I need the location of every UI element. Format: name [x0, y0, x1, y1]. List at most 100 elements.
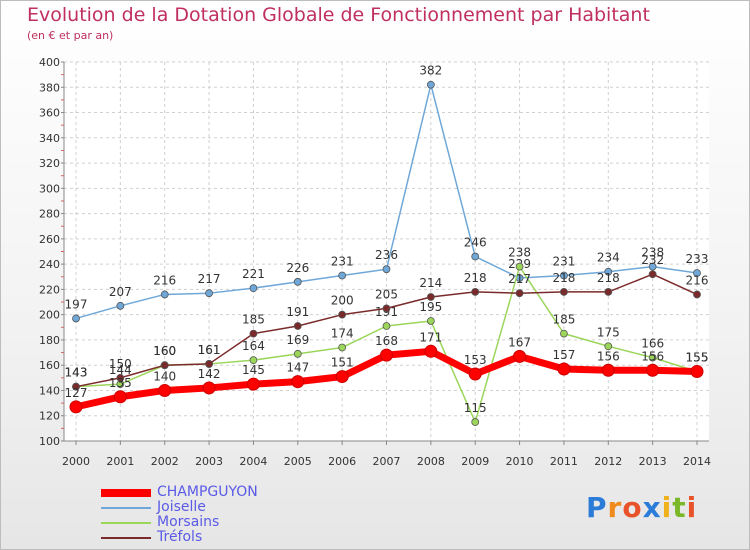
- data-point-morsains: [382, 322, 391, 330]
- data-point-tr-fols: [426, 293, 435, 301]
- data-label-champguyon: 140: [153, 369, 176, 383]
- legend-swatch-joiselle: [101, 507, 151, 509]
- data-point-champguyon: [246, 377, 260, 391]
- x-tick-label: 2011: [550, 455, 578, 468]
- logo-letter: o: [622, 491, 643, 524]
- data-label-joiselle: 226: [286, 261, 309, 275]
- data-label-tr-fols: 143: [65, 366, 88, 380]
- data-label-joiselle: 231: [331, 255, 354, 269]
- x-tick-label: 2013: [639, 455, 667, 468]
- data-label-morsains: 144: [109, 363, 132, 377]
- data-point-tr-fols: [160, 361, 169, 370]
- data-point-champguyon: [69, 400, 83, 414]
- legend-label-trefols: Tréfols: [157, 529, 203, 545]
- logo-letter: i: [661, 491, 673, 524]
- data-label-champguyon: 156: [597, 349, 620, 363]
- legend-label-joiselle: Joiselle: [157, 499, 206, 515]
- data-point-joiselle: [693, 269, 701, 277]
- data-label-morsains: 174: [331, 327, 354, 341]
- data-label-champguyon: 153: [464, 353, 487, 367]
- data-label-champguyon: 135: [109, 376, 132, 390]
- data-label-tr-fols: 150: [109, 357, 132, 371]
- x-tick-label: 2000: [62, 455, 90, 468]
- data-point-champguyon: [690, 365, 704, 379]
- data-label-morsains: 161: [198, 343, 221, 357]
- data-point-joiselle: [560, 271, 568, 280]
- data-point-tr-fols: [471, 288, 480, 296]
- data-point-joiselle: [249, 284, 258, 293]
- data-label-joiselle: 216: [153, 273, 176, 287]
- data-point-tr-fols: [382, 304, 391, 313]
- data-point-joiselle: [205, 289, 213, 298]
- data-point-joiselle: [293, 277, 302, 286]
- data-point-joiselle: [604, 267, 613, 276]
- data-point-joiselle: [426, 80, 435, 89]
- y-tick-label: 260: [39, 233, 60, 246]
- data-point-champguyon: [646, 363, 660, 377]
- data-point-tr-fols: [604, 288, 613, 296]
- data-point-champguyon: [335, 370, 349, 384]
- data-label-tr-fols: 216: [686, 273, 709, 287]
- data-label-champguyon: 168: [375, 334, 398, 348]
- data-label-morsains: 169: [286, 333, 309, 347]
- data-point-champguyon: [113, 390, 127, 404]
- y-tick-label: 380: [39, 81, 60, 94]
- data-label-tr-fols: 185: [242, 313, 265, 327]
- data-label-morsains: 175: [597, 325, 620, 339]
- data-label-champguyon: 155: [686, 351, 709, 365]
- data-label-tr-fols: 218: [464, 271, 487, 285]
- data-point-joiselle: [72, 314, 80, 323]
- y-tick-label: 300: [39, 182, 60, 195]
- data-label-tr-fols: 161: [198, 343, 221, 357]
- data-label-tr-fols: 200: [331, 294, 354, 308]
- data-label-morsains: 166: [641, 337, 664, 351]
- legend: CHAMPGUYON Joiselle Morsains Tréfols: [101, 485, 258, 545]
- logo-letter: r: [607, 491, 623, 524]
- legend-swatch-morsains: [101, 522, 151, 524]
- data-label-morsains: 155: [686, 351, 709, 365]
- legend-item-morsains: Morsains: [101, 515, 258, 530]
- chart-subtitle: (en € et par an): [27, 29, 114, 42]
- legend-item-joiselle: Joiselle: [101, 500, 258, 515]
- y-tick-label: 320: [39, 157, 60, 170]
- data-point-joiselle: [648, 262, 657, 271]
- legend-swatch-champguyon: [101, 489, 151, 497]
- data-point-morsains: [338, 343, 347, 352]
- y-tick-label: 340: [39, 132, 60, 145]
- x-tick-label: 2009: [461, 455, 489, 468]
- data-label-tr-fols: 160: [153, 344, 176, 358]
- data-point-tr-fols: [515, 289, 524, 298]
- data-point-morsains: [471, 418, 480, 426]
- data-point-morsains: [515, 262, 524, 271]
- data-point-tr-fols: [205, 360, 213, 368]
- x-tick-label: 2004: [239, 455, 267, 468]
- data-point-joiselle: [471, 252, 480, 261]
- data-label-tr-fols: 191: [286, 305, 309, 319]
- data-point-joiselle: [116, 301, 125, 310]
- data-label-champguyon: 167: [508, 335, 531, 349]
- data-label-champguyon: 157: [552, 348, 575, 362]
- data-label-champguyon: 127: [65, 386, 88, 400]
- data-label-morsains: 195: [419, 300, 442, 314]
- legend-label-champguyon: CHAMPGUYON: [157, 484, 258, 500]
- legend-label-morsains: Morsains: [157, 514, 220, 530]
- data-label-tr-fols: 218: [552, 271, 575, 285]
- data-point-tr-fols: [560, 288, 568, 296]
- data-label-champguyon: 171: [419, 330, 442, 344]
- legend-item-trefols: Tréfols: [101, 530, 258, 545]
- logo-letter: P: [586, 491, 608, 524]
- data-label-morsains: 164: [242, 339, 265, 353]
- data-label-champguyon: 151: [331, 356, 354, 370]
- y-tick-label: 400: [39, 56, 60, 69]
- logo-letter: x: [642, 491, 662, 524]
- x-tick-label: 2001: [106, 455, 134, 468]
- data-label-tr-fols: 218: [597, 271, 620, 285]
- data-point-champguyon: [380, 348, 393, 362]
- data-point-morsains: [604, 342, 613, 351]
- data-point-joiselle: [160, 290, 169, 299]
- data-point-champguyon: [202, 381, 216, 395]
- data-point-tr-fols: [249, 329, 258, 338]
- data-point-morsains: [648, 353, 657, 362]
- data-label-champguyon: 156: [641, 349, 664, 363]
